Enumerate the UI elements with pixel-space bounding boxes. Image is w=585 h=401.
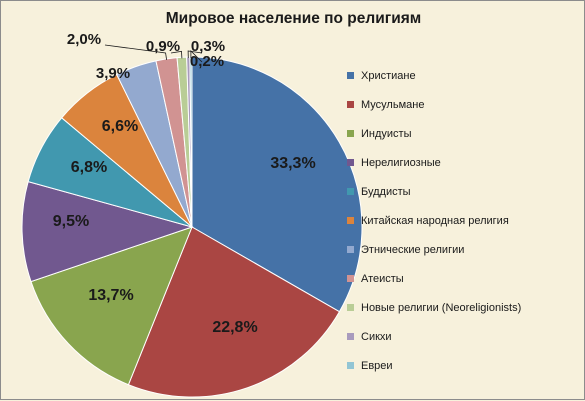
legend-item: Христиане [347,61,583,90]
legend-label: Новые религии (Neoreligionists) [361,301,522,314]
legend-swatch [347,362,354,369]
data-label: 6,6% [102,118,138,135]
legend: Христиане Мусульмане Индуисты Нерелигиозные… [347,61,583,380]
data-label: 22,8% [212,319,257,336]
data-label: 13,7% [88,287,133,304]
legend-item: Атеисты [347,264,583,293]
data-label: 0,2% [190,53,224,70]
legend-item: Евреи [347,351,583,380]
legend-label: Мусульмане [361,98,425,111]
legend-swatch [347,101,354,108]
legend-label: Евреи [361,359,393,372]
chart-title: Мировое население по религиям [165,10,422,27]
pie-slices [21,56,363,398]
legend-swatch [347,275,354,282]
legend-item: Китайская народная религия [347,206,583,235]
legend-swatch [347,159,354,166]
legend-swatch [347,188,354,195]
legend-label: Христиане [361,69,416,82]
legend-label: Нерелигиозные [361,156,441,169]
leader-lines [104,44,203,63]
legend-label: Этнические религии [361,243,465,256]
legend-swatch [347,333,354,340]
legend-label: Индуисты [361,127,412,140]
legend-label: Сикхи [361,330,392,343]
legend-label: Атеисты [361,272,404,285]
legend-swatch [347,72,354,79]
legend-label: Китайская народная религия [361,214,509,227]
legend-item: Нерелигиозные [347,148,583,177]
leader-line [187,50,203,59]
legend-item: Новые религии (Neoreligionists) [347,293,583,322]
legend-label: Буддисты [361,185,411,198]
legend-item: Буддисты [347,177,583,206]
pie-slice [127,226,341,398]
legend-item: Этнические религии [347,235,583,264]
leader-line [170,50,183,59]
legend-item: Сикхи [347,322,583,351]
pie-slice [30,226,193,386]
legend-swatch [347,246,354,253]
data-label: 0,9% [146,38,180,55]
data-label: 9,5% [53,213,89,230]
leader-line [190,50,203,63]
data-label: 6,8% [71,159,107,176]
legend-swatch [347,304,354,311]
data-label: 3,9% [96,65,130,82]
legend-swatch [347,130,354,137]
legend-swatch [347,217,354,224]
data-label: 33,3% [270,155,315,172]
legend-item: Мусульмане [347,90,583,119]
data-label: 0,3% [191,38,225,55]
data-labels: 33,3% 22,8% 13,7% 9,5% 6,8% 6,6% 3,9% 2,0% 0,9% 0… [53,31,316,336]
leader-line [104,44,167,60]
legend-item: Индуисты [347,119,583,148]
pie-slice [21,181,194,283]
pie-slice [191,56,363,313]
data-label: 2,0% [67,31,101,48]
